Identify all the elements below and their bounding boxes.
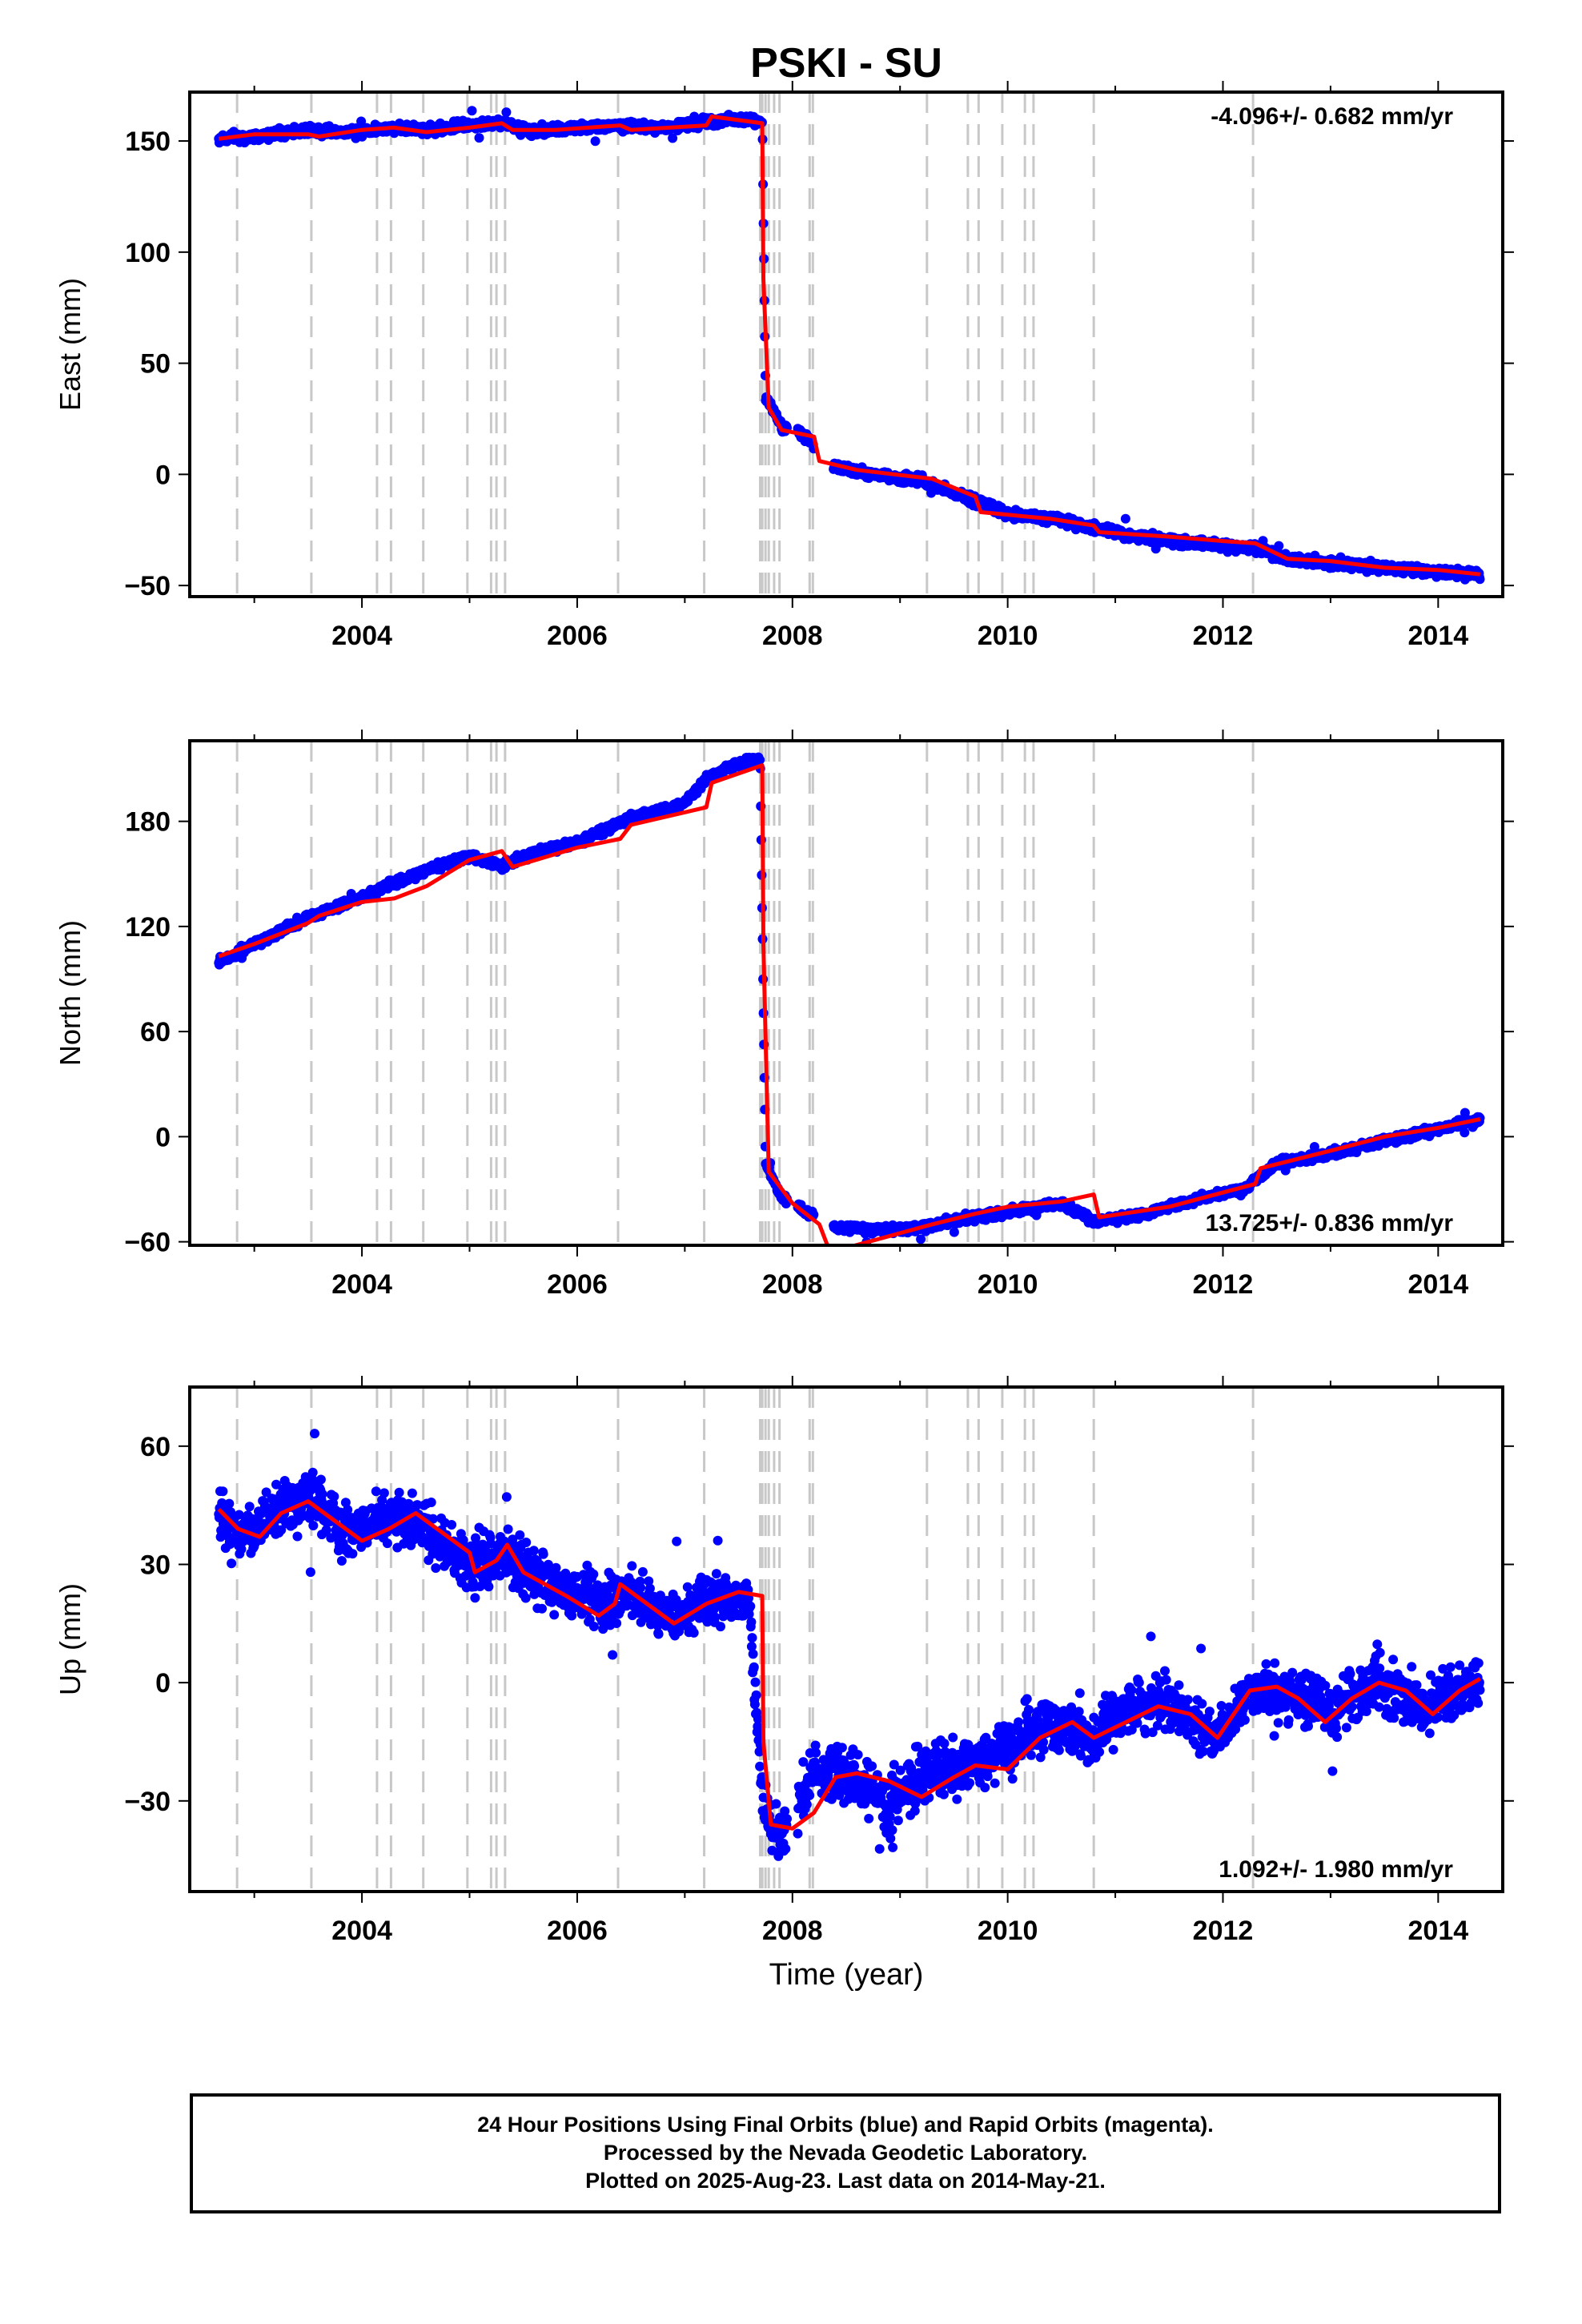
y-tick-label: 0 [155,460,171,490]
data-points [214,106,1485,585]
panel-east: 2004 2006 2008 2010 2012 2014 −50 0 50 100 150 East… [54,81,1514,651]
panel-frame [188,90,1504,598]
x-tick-label: 2008 [762,621,823,651]
x-tick-label: 2006 [547,621,608,651]
y-axis-label: East (mm) [54,278,86,411]
panel-north: 2004 2006 2008 2010 2012 2014−60060120180Nort… [54,730,1514,1300]
data-point [501,107,512,118]
x-tick-label: 2014 [1408,621,1469,651]
data-point [467,106,477,116]
data-point [1120,513,1130,524]
data-point [1274,541,1284,551]
panel-plot-area [214,741,1485,1245]
data-point [356,116,367,127]
y-tick-label: 100 [125,238,171,268]
data-point [590,136,600,147]
x-tick-label: 2010 [978,621,1038,651]
data-point [949,1227,959,1237]
data-point [916,1234,926,1244]
data-points [214,752,1485,1245]
data-point [474,133,484,143]
x-tick-label: 2012 [1193,621,1254,651]
data-point [755,754,765,765]
data-point [668,133,678,143]
model-line [218,115,1481,577]
data-point [1475,574,1485,585]
chart-title: PSKI - SU [750,40,942,86]
x-tick-label: 2004 [331,621,392,651]
panel-plot-area [214,92,1485,597]
y-tick-label: −50 [124,571,171,601]
y-tick-label: 50 [140,349,171,380]
y-tick-label: 150 [125,127,171,157]
rate-annotation: -4.096+/- 0.682 mm/yr [1211,103,1453,130]
